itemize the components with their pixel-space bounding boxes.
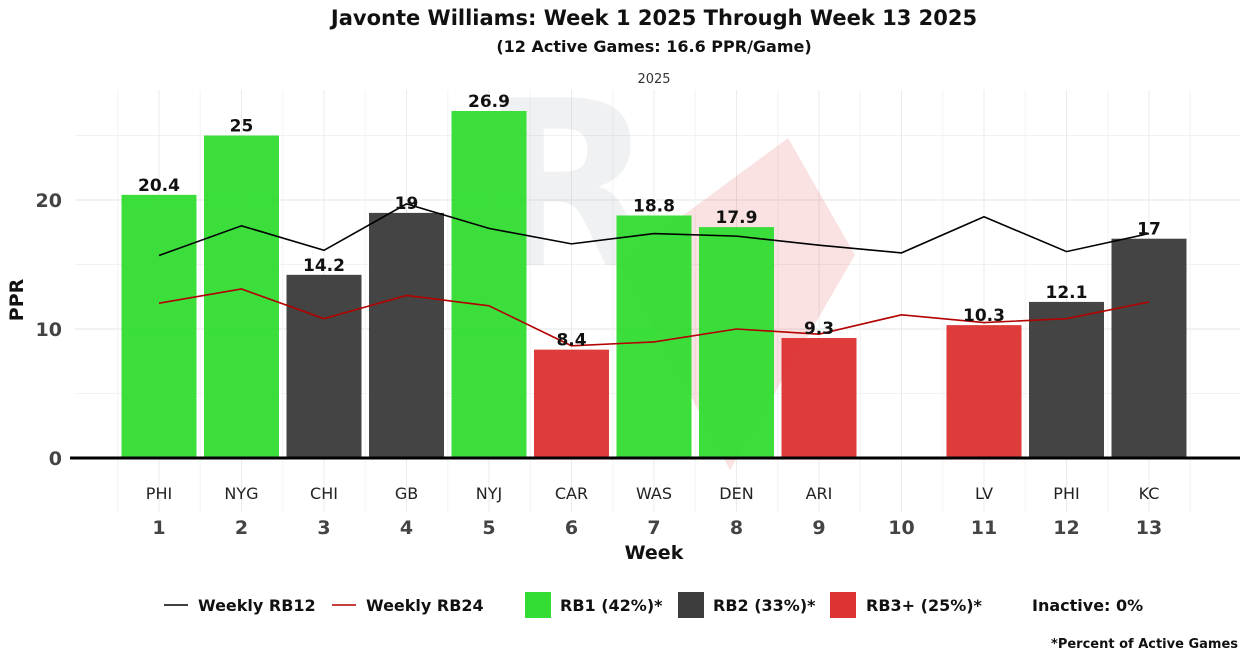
week-tick-label: 4	[400, 517, 413, 539]
legend-rb2-label: RB2 (33%)*	[713, 596, 816, 615]
value-label-week-9: 9.3	[804, 319, 834, 339]
bar-week-5	[451, 110, 527, 459]
line-weekly-rb24	[158, 288, 1150, 347]
week-tick-label: 10	[888, 517, 914, 539]
line-weekly-rb12	[158, 203, 1150, 257]
value-label-week-8: 17.9	[716, 208, 758, 228]
bar-week-4	[369, 212, 444, 458]
bar-week-9	[781, 338, 857, 458]
opponent-label-week-3: CHI	[310, 484, 338, 503]
opponent-label-week-1: PHI	[146, 484, 172, 503]
legend: Weekly RB12 Weekly RB24 RB1 (42%)* RB2 (…	[164, 592, 1143, 618]
legend-rb12-label: Weekly RB12	[198, 596, 316, 615]
y-tick-label: 20	[36, 190, 62, 212]
opponent-label-week-5: NYJ	[476, 484, 502, 503]
y-axis-ticks: 0 10 20	[36, 190, 62, 470]
week-tick-label: 13	[1136, 517, 1162, 539]
bar-week-13	[1111, 238, 1187, 458]
opponent-label-week-8: DEN	[719, 484, 753, 503]
week-tick-label: 7	[647, 517, 660, 539]
bar-week-8	[699, 227, 774, 458]
value-label-week-1: 20.4	[138, 176, 180, 196]
bar-week-1	[121, 194, 197, 458]
legend-rb3-label: RB3+ (25%)*	[866, 596, 983, 615]
week-tick-label: 5	[482, 517, 495, 539]
value-label-week-11: 10.3	[963, 306, 1005, 326]
week-tick-label: 6	[565, 517, 578, 539]
opponent-label-week-6: CAR	[555, 484, 588, 503]
value-label-week-3: 14.2	[303, 256, 345, 276]
opponent-label-week-9: ARI	[806, 484, 833, 503]
bar-week-3	[286, 274, 362, 458]
week-tick-label: 11	[971, 517, 997, 539]
y-tick-label: 10	[36, 319, 62, 341]
y-axis-label: PPR	[6, 278, 28, 321]
bars	[121, 110, 1187, 459]
legend-rb3-swatch	[830, 592, 856, 618]
x-axis-label: Week	[625, 542, 684, 564]
week-tick-label: 9	[812, 517, 825, 539]
value-label-week-12: 12.1	[1046, 283, 1088, 303]
value-label-week-5: 26.9	[468, 92, 510, 112]
value-label-week-6: 8.4	[556, 331, 586, 351]
chart-subtitle: (12 Active Games: 16.6 PPR/Game)	[496, 37, 811, 56]
legend-inactive-label: Inactive: 0%	[1032, 596, 1143, 615]
bar-week-6	[534, 349, 609, 458]
bar-week-11	[946, 325, 1022, 458]
week-tick-label: 3	[317, 517, 330, 539]
value-label-week-7: 18.8	[633, 196, 675, 216]
y-tick-label: 0	[49, 448, 62, 470]
legend-rb1-label: RB1 (42%)*	[560, 596, 663, 615]
footnote: *Percent of Active Games	[1051, 637, 1238, 652]
chart-title: Javonte Williams: Week 1 2025 Through We…	[329, 6, 977, 30]
opponent-label-week-12: PHI	[1053, 484, 1079, 503]
value-label-week-13: 17	[1137, 220, 1161, 240]
opponent-label-week-4: GB	[395, 484, 418, 503]
week-tick-label: 2	[235, 517, 248, 539]
opponent-label-week-13: KC	[1139, 484, 1160, 503]
value-label-week-2: 25	[230, 117, 254, 137]
legend-rb2-swatch	[678, 592, 704, 618]
week-tick-label: 12	[1053, 517, 1079, 539]
value-label-week-4: 19	[395, 194, 419, 214]
lines	[158, 203, 1150, 347]
opponent-label-week-7: WAS	[636, 484, 672, 503]
x-axis-ticks: PHI 1 NYG 2 CHI 3 GB 4 NYJ 5 CAR 6 WAS 7 DEN 8 ARI 9 10 LV 1…	[146, 484, 1162, 539]
value-labels: 20.4 25 14.2 19 26.9 8.4 18.8 17.9 9.3 10.3 12.1 17	[138, 92, 1161, 351]
facet-label: 2025	[637, 72, 670, 87]
opponent-label-week-2: NYG	[224, 484, 258, 503]
legend-rb1-swatch	[525, 592, 551, 618]
bar-week-2	[204, 135, 279, 458]
bar-week-7	[616, 215, 692, 458]
legend-rb24-label: Weekly RB24	[366, 596, 484, 615]
bar-week-12	[1029, 301, 1104, 458]
week-tick-label: 1	[152, 517, 165, 539]
week-tick-label: 8	[730, 517, 743, 539]
opponent-label-week-11: LV	[975, 484, 993, 503]
